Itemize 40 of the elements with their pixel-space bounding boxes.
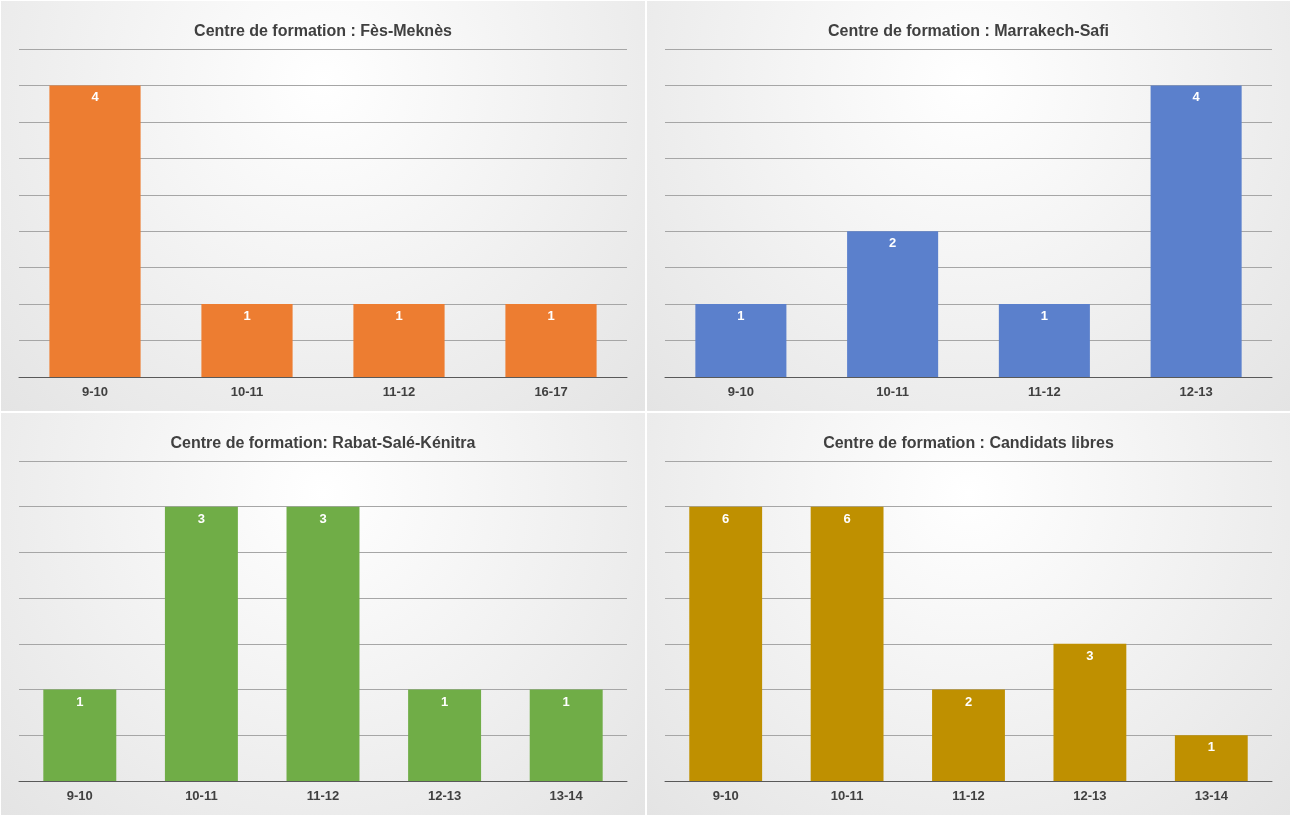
data-label: 6: [843, 510, 851, 526]
data-label: 4: [1192, 89, 1201, 105]
x-tick-label: 16-17: [534, 384, 568, 399]
data-label: 3: [1086, 647, 1094, 663]
chart-title: Centre de formation : Marrakech-Safi: [828, 21, 1109, 39]
chart-title: Centre de formation : Fès-Meknès: [194, 21, 453, 39]
data-label: 1: [562, 693, 570, 709]
data-label: 2: [889, 235, 897, 251]
data-label: 1: [737, 308, 745, 324]
chart-title: Centre de formation : Candidats libres: [823, 433, 1114, 451]
x-tick-label: 11-12: [382, 384, 416, 399]
x-tick-label: 12-13: [1179, 384, 1213, 399]
data-label: 6: [722, 510, 730, 526]
x-tick-label: 9-10: [727, 384, 754, 399]
data-label: 1: [1207, 739, 1215, 755]
x-tick-label: 9-10: [81, 384, 109, 399]
data-label: 1: [440, 693, 449, 709]
data-label: 1: [243, 308, 251, 324]
chart-title: Centre de formation: Rabat-Salé-Kénitra: [170, 433, 476, 451]
data-label: 3: [319, 510, 327, 526]
data-label: 3: [197, 510, 206, 526]
data-label: 4: [91, 89, 100, 105]
data-label: 2: [964, 693, 973, 709]
x-tick-label: 10-11: [185, 788, 218, 803]
x-tick-label: 9-10: [712, 788, 739, 803]
x-tick-label: 12-13: [427, 788, 462, 803]
data-label: 1: [395, 308, 403, 324]
data-label: 1: [547, 308, 555, 324]
data-label: 1: [76, 693, 84, 709]
x-tick-label: 12-13: [1073, 788, 1107, 803]
x-tick-label: 10-11: [230, 384, 264, 399]
x-tick-label: 13-14: [1194, 788, 1229, 803]
x-tick-label: 10-11: [830, 788, 864, 803]
x-tick-label: 11-12: [306, 788, 340, 803]
x-tick-label: 10-11: [876, 384, 909, 399]
x-tick-label: 9-10: [66, 788, 93, 803]
x-tick-label: 11-12: [952, 788, 985, 803]
data-label: 1: [1040, 308, 1048, 324]
x-tick-label: 13-14: [549, 788, 584, 803]
x-tick-label: 11-12: [1028, 384, 1061, 399]
